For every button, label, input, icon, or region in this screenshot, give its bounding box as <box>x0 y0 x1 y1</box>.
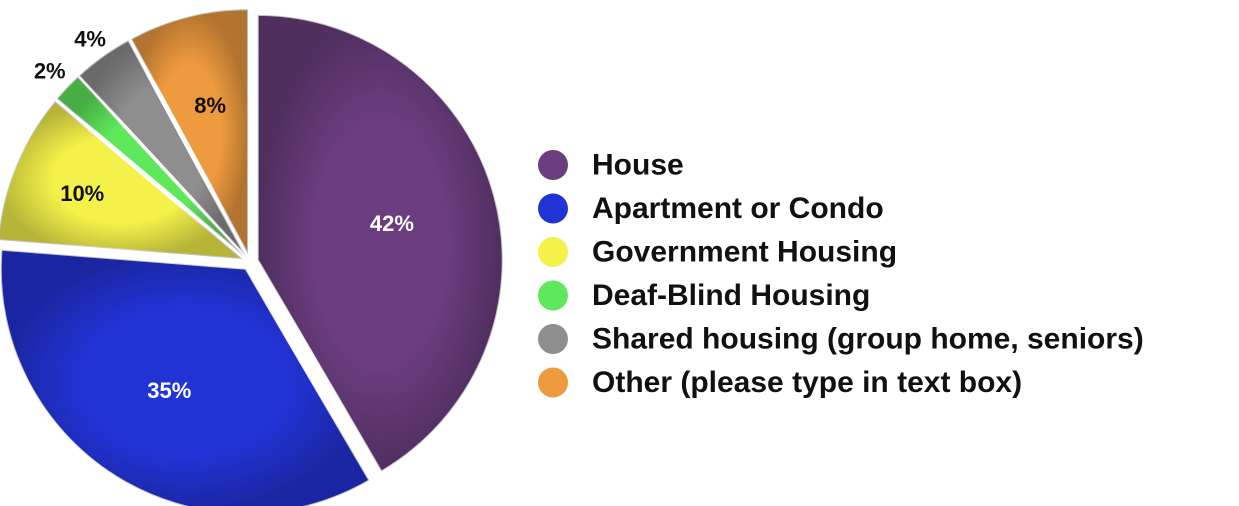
slice-label-other-please-type-in-text-box: 8% <box>194 93 226 118</box>
slice-label-house: 42% <box>370 211 414 236</box>
legend-label-other-please-type-in-text-box: Other (please type in text box) <box>592 366 1022 399</box>
legend-label-shared-housing-group-home-seniors: Shared housing (group home, seniors) <box>592 323 1144 356</box>
slice-label-shared-housing-group-home-seniors: 4% <box>74 27 106 52</box>
pie-slice-shading <box>0 249 370 506</box>
legend-swatch-government-housing <box>538 237 568 267</box>
slice-label-apartment-or-condo: 35% <box>147 378 191 403</box>
slice-label-government-housing: 10% <box>60 181 104 206</box>
pie-slice-shading <box>78 40 246 256</box>
legend-label-deaf-blind-housing: Deaf-Blind Housing <box>592 279 870 312</box>
slice-labels: 42% 35% 10% 2% 4% 8% <box>34 27 414 404</box>
pie-slices <box>0 8 504 506</box>
pie-slice-shading <box>56 76 245 257</box>
pie-slice-shading <box>0 101 243 259</box>
legend-label-house: House <box>592 149 684 182</box>
pie-slice-shading <box>257 14 503 472</box>
legend-swatch-shared-housing-group-home-seniors <box>538 324 568 354</box>
legend: House Apartment or Condo Government Housin… <box>538 149 1144 399</box>
legend-swatch-other-please-type-in-text-box <box>538 367 568 398</box>
legend-swatch-deaf-blind-housing <box>538 280 568 311</box>
legend-label-apartment-or-condo: Apartment or Condo <box>592 192 884 225</box>
legend-label-government-housing: Government Housing <box>592 236 897 269</box>
legend-swatch-house <box>538 150 568 180</box>
pie-slice-shading <box>131 9 249 255</box>
legend-swatch-apartment-or-condo <box>538 193 568 224</box>
slice-label-deaf-blind-housing: 2% <box>34 58 66 83</box>
